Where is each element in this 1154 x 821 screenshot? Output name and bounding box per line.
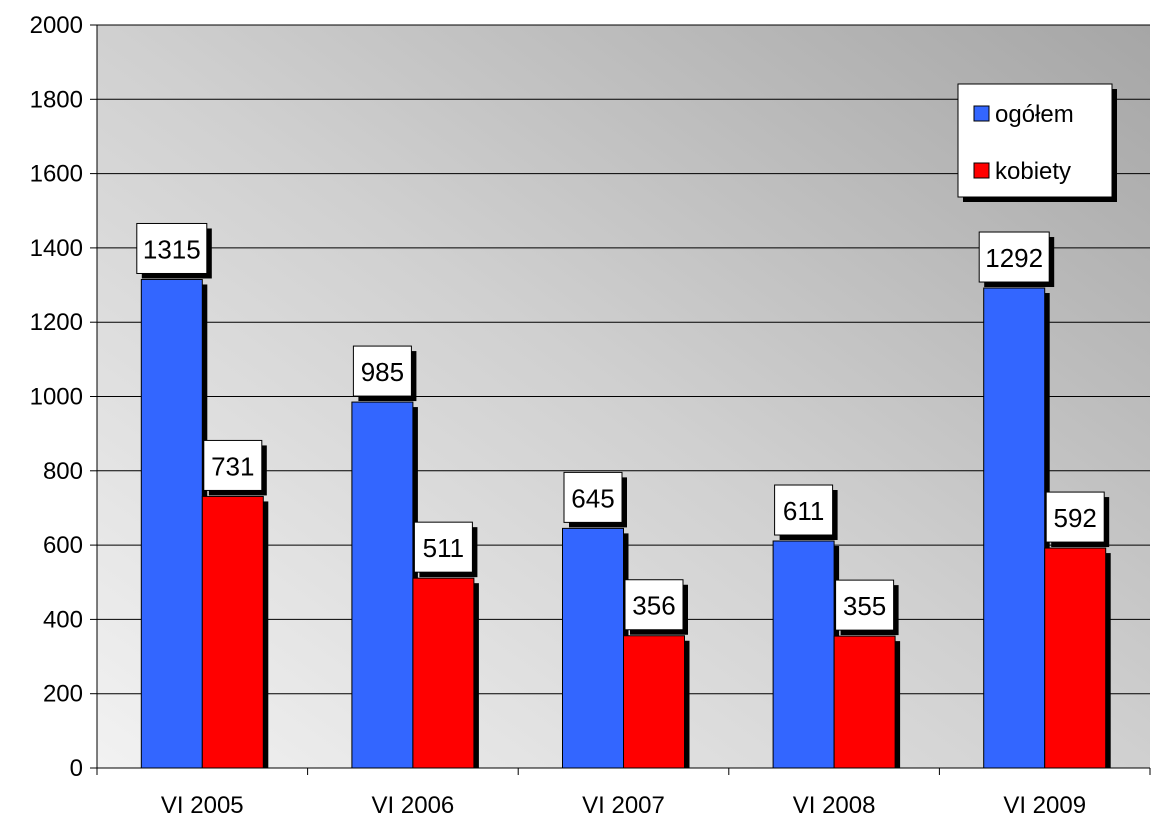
- bar-kobiety: [1044, 547, 1107, 769]
- bar-ogolem: [983, 287, 1046, 769]
- bar-ogolem: [140, 278, 203, 769]
- data-label: 645: [571, 483, 614, 513]
- data-label-box: [563, 471, 623, 523]
- data-label: 355: [843, 591, 886, 621]
- data-label: 356: [632, 591, 675, 621]
- legend-swatch: [973, 105, 990, 122]
- x-category-label: VI 2006: [372, 792, 455, 819]
- bar-ogolem: [562, 527, 624, 769]
- y-tick-label: 800: [43, 458, 83, 485]
- y-tick-label: 1600: [30, 161, 83, 188]
- bar-kobiety: [412, 577, 475, 769]
- data-label-box: [413, 521, 473, 573]
- bars: [140, 278, 1111, 769]
- y-tick-label: 0: [70, 755, 83, 782]
- y-tick-label: 2000: [30, 12, 83, 39]
- bar-kobiety: [833, 635, 896, 769]
- y-tick-label: 600: [43, 532, 83, 559]
- bar-ogolem: [351, 401, 414, 769]
- bar-ogolem: [772, 540, 835, 769]
- data-label: 1315: [143, 234, 201, 264]
- y-tick-label: 400: [43, 606, 83, 633]
- y-tick-label: 1000: [30, 384, 83, 411]
- data-labels: 1315 731 985 511 645 356 611 355 1292 592: [136, 222, 1110, 636]
- data-label-box: [203, 439, 263, 491]
- x-category-label: VI 2007: [582, 792, 665, 819]
- data-label: 731: [211, 451, 254, 481]
- y-tick-label: 200: [43, 681, 83, 708]
- data-label: 592: [1054, 503, 1097, 533]
- y-tick-label: 1800: [30, 86, 83, 113]
- data-label-box: [978, 231, 1050, 283]
- data-label-box: [774, 484, 834, 536]
- data-label: 1292: [985, 243, 1043, 273]
- data-label: 511: [423, 533, 464, 563]
- data-label-box: [352, 345, 412, 397]
- x-category-label: VI 2005: [161, 792, 244, 819]
- data-label-box: [136, 222, 208, 274]
- data-label-box: [835, 579, 895, 631]
- legend-swatch: [973, 162, 990, 179]
- data-label: 611: [783, 496, 824, 526]
- x-category-label: VI 2009: [1003, 792, 1086, 819]
- bar-kobiety: [623, 635, 685, 769]
- legend-label: ogółem: [995, 101, 1074, 128]
- y-tick-label: 1400: [30, 235, 83, 262]
- data-label-box: [624, 579, 684, 631]
- y-tick-label: 1200: [30, 309, 83, 336]
- x-category-label: VI 2008: [793, 792, 876, 819]
- data-label: 985: [361, 357, 404, 387]
- data-label-box: [1045, 491, 1105, 543]
- bar-kobiety: [201, 495, 264, 769]
- axes: 0 200 400 600 800 1000 1200 1400 1600 1800 2000 VI …: [30, 12, 1151, 819]
- legend: ogółem kobiety: [957, 83, 1117, 202]
- legend-label: kobiety: [995, 158, 1071, 185]
